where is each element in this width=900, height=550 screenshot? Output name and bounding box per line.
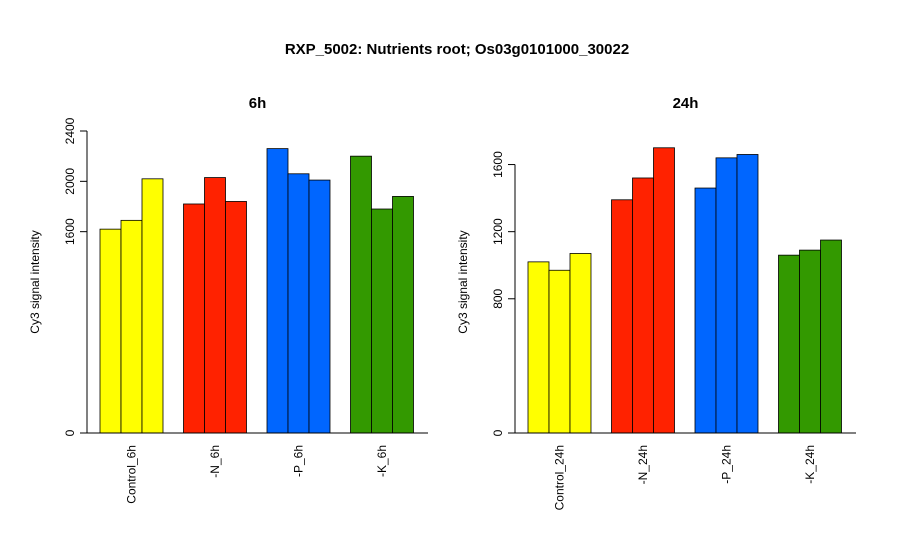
- y-tick-label: 2000: [63, 168, 77, 195]
- bar-p-6h-rep1: [266, 148, 289, 434]
- bar-control-6h-rep3: [141, 178, 164, 434]
- bar-k-24h-rep2: [799, 249, 821, 434]
- y-tick-label: 0: [491, 429, 505, 436]
- category-label-k-6h: -K_6h: [375, 445, 389, 477]
- category-label-k-24h: -K_24h: [803, 445, 817, 484]
- bar-p-6h-rep3: [308, 179, 331, 434]
- bar-control-24h-rep2: [548, 269, 571, 434]
- y-tick-label: 800: [491, 288, 505, 308]
- bar-p-24h-rep3: [736, 154, 759, 434]
- bar-control-6h-rep2: [120, 219, 143, 434]
- panel-24h: 24h 0 800 1200 1600 Cy3 signal intensity Contr…: [456, 95, 856, 510]
- figure-title: RXP_5002: Nutrients root; Os03g0101000_3…: [285, 41, 629, 58]
- bar-n-24h-rep3: [653, 147, 675, 434]
- bar-control-24h-rep1: [527, 261, 550, 434]
- bar-k-24h-rep1: [778, 254, 800, 434]
- category-label-p-6h: -P_6h: [292, 445, 306, 477]
- y-tick-label: 0: [63, 429, 77, 436]
- category-label-n-6h: -N_6h: [208, 445, 222, 478]
- bar-p-24h-rep1: [694, 187, 717, 434]
- panel-title: 24h: [673, 95, 699, 112]
- y-tick-label: 1200: [491, 218, 505, 245]
- bar-n-24h-rep2: [632, 177, 654, 434]
- bar-p-6h-rep2: [287, 173, 310, 434]
- y-axis-label: Cy3 signal intensity: [456, 230, 470, 333]
- bar-n-24h-rep1: [611, 199, 633, 434]
- bar-n-6h-rep1: [183, 203, 205, 434]
- bar-n-6h-rep2: [204, 177, 226, 434]
- bar-control-6h-rep1: [99, 228, 122, 434]
- y-tick-label: 2400: [63, 117, 77, 144]
- bar-k-24h-rep3: [820, 239, 842, 434]
- bar-k-6h-rep1: [350, 155, 372, 434]
- bar-n-6h-rep3: [225, 201, 247, 434]
- panel-6h: 6h 0 1600 2000 2400 Cy3 signal intensity Contr…: [28, 95, 428, 504]
- category-label-p-24h: -P_24h: [720, 445, 734, 484]
- bar-control-24h-rep3: [569, 253, 592, 434]
- bar-k-6h-rep2: [371, 208, 393, 434]
- category-label-n-24h: -N_24h: [636, 445, 650, 484]
- panel-title: 6h: [249, 95, 267, 112]
- category-label-control-24h: Control_24h: [553, 445, 567, 510]
- y-tick-label: 1600: [491, 151, 505, 178]
- category-label-control-6h: Control_6h: [125, 445, 139, 504]
- bar-k-6h-rep3: [392, 196, 414, 434]
- y-tick-label: 1600: [63, 218, 77, 245]
- y-axis-label: Cy3 signal intensity: [28, 230, 42, 333]
- bar-p-24h-rep2: [715, 157, 738, 434]
